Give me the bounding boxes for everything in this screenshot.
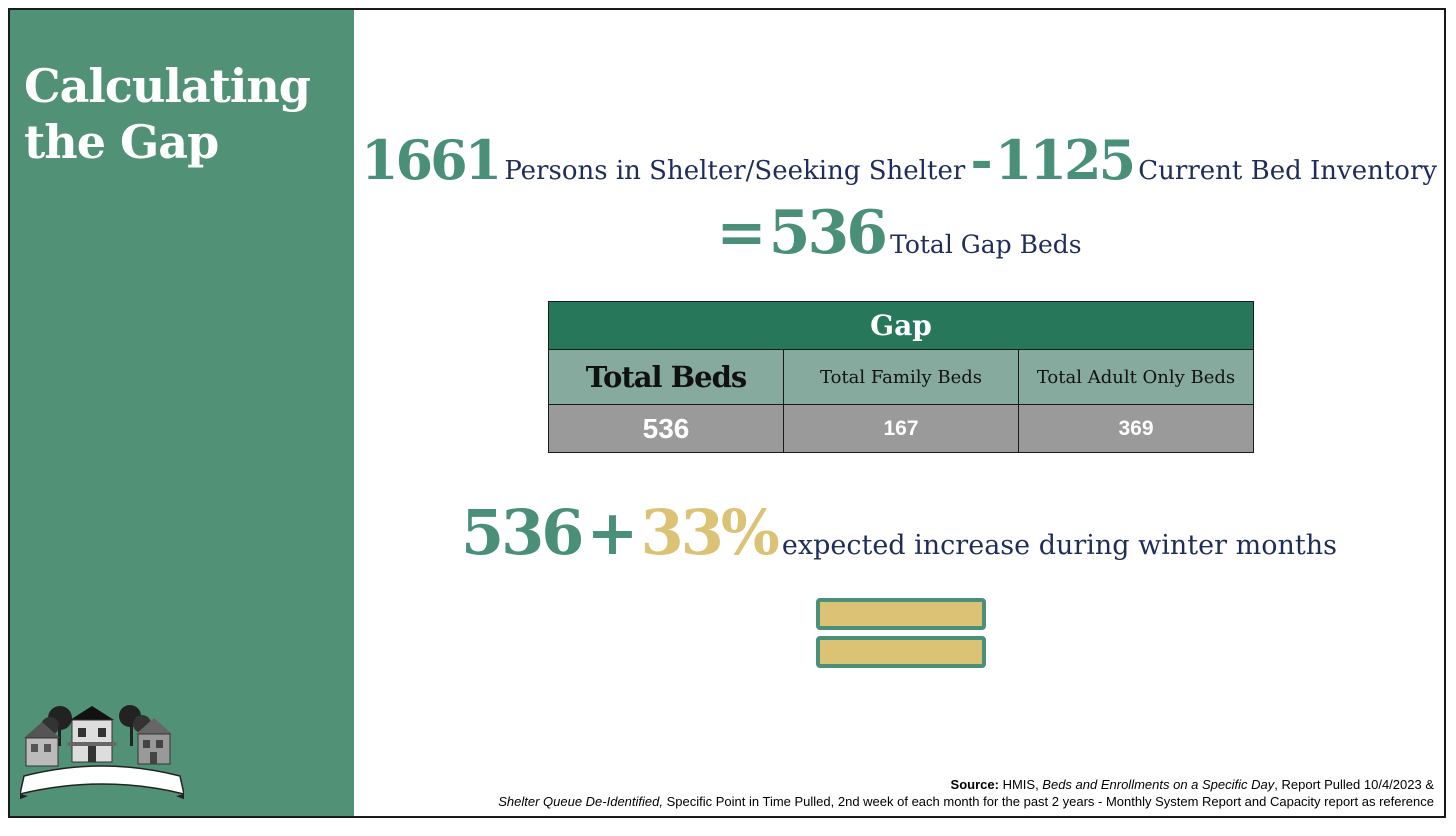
sidebar: Calculating the Gap [10,10,354,816]
slide: Calculating the Gap [8,8,1446,818]
column-total-beds: Total Beds [548,349,784,405]
column-family-beds: Total Family Beds [783,349,1019,405]
minus-sign: - [970,128,992,192]
equals-sign: = [716,198,766,268]
source-italic-2: Shelter Queue De-Identified, [498,794,663,809]
source-line2: Shelter Queue De-Identified, Specific Po… [498,793,1434,810]
inventory-value: 1125 [994,128,1136,192]
source-label: Source: [950,777,999,792]
persons-label: Persons in Shelter/Seeking Shelter [504,156,966,186]
source-text-a: HMIS, [998,777,1043,792]
gap-value: 536 [768,198,888,268]
winter-increase-line: 536 + 33% expected increase during winte… [354,496,1444,569]
source-line1: Source: HMIS, Beds and Enrollments on a … [498,776,1434,793]
winter-percent: 33% [640,496,780,569]
winter-label: expected increase during winter months [781,530,1337,561]
value-total-beds: 536 [548,404,784,453]
page-title-line2: the Gap [24,115,219,169]
gap-label: Total Gap Beds [890,230,1082,259]
gap-table-header: Gap [548,301,1254,350]
value-family-beds: 167 [783,404,1019,453]
winter-base-value: 536 [461,496,584,569]
page-title: Calculating the Gap [24,58,311,170]
coalition-logo [20,705,184,800]
equals-graphic [816,598,986,668]
gap-equation-line: 1661 Persons in Shelter/Seeking Shelter … [354,128,1444,192]
gap-table-columns: Total Beds Total Family Beds Total Adult… [548,349,1254,405]
source-text-b: , Report Pulled 10/4/2023 & [1274,777,1434,792]
value-adult-beds: 369 [1018,404,1254,453]
table-row: 536 167 369 [548,404,1254,453]
main-content: 1661 Persons in Shelter/Seeking Shelter … [354,10,1444,816]
persons-value: 1661 [360,128,502,192]
source-text-c: Specific Point in Time Pulled, 2nd week … [663,794,1434,809]
gap-result-line: = 536 Total Gap Beds [354,198,1444,268]
page-title-line1: Calculating [24,59,311,113]
source-italic-1: Beds and Enrollments on a Specific Day [1042,777,1275,792]
column-adult-beds: Total Adult Only Beds [1018,349,1254,405]
source-note: Source: HMIS, Beds and Enrollments on a … [498,776,1434,810]
plus-sign: + [586,496,639,569]
inventory-label: Current Bed Inventory [1138,156,1438,186]
gap-table: Gap Total Beds Total Family Beds Total A… [548,301,1254,453]
